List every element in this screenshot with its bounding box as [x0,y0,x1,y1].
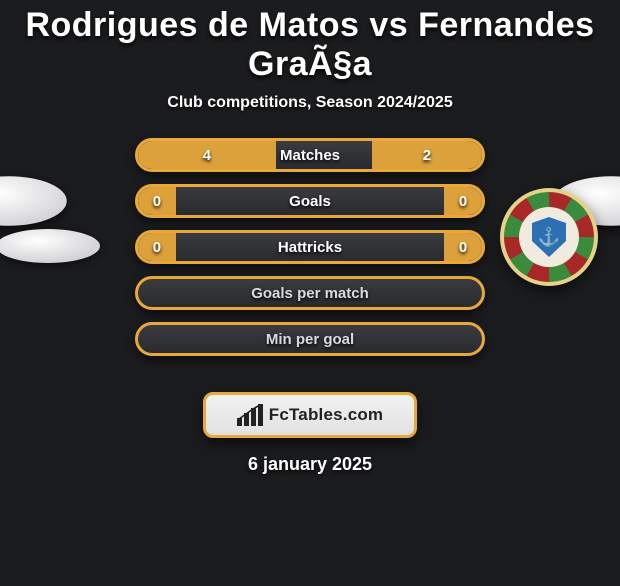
comparison-arena: ⚓ 42Matches00Goals00HattricksGoals per m… [0,138,620,378]
stat-row: 00Goals [135,184,485,218]
stat-row: 00Hattricks [135,230,485,264]
stat-row: 42Matches [135,138,485,172]
brand-text: FcTables.com [269,405,384,425]
stat-left-value: 0 [138,233,176,261]
stat-right-value: 0 [444,187,482,215]
date-label: 6 january 2025 [0,454,620,475]
page-subtitle: Club competitions, Season 2024/2025 [0,94,620,112]
stat-right-value: 2 [372,141,482,169]
club-left-avatar [0,229,100,263]
page-title: Rodrigues de Matos vs Fernandes GraÃ§a [0,6,620,84]
brand-badge: FcTables.com [203,392,417,438]
stat-rows: 42Matches00Goals00HattricksGoals per mat… [135,138,485,356]
bars-icon [237,404,263,426]
stat-row-full: Goals per match [135,276,485,310]
club-right-crest: ⚓ [500,188,598,286]
stat-right-value: 0 [444,233,482,261]
stat-left-value: 4 [138,141,276,169]
crest-anchor-icon: ⚓ [532,217,566,257]
stat-row-full: Min per goal [135,322,485,356]
player-left-avatar [0,176,67,226]
crest-ring-icon: ⚓ [504,192,594,282]
stat-left-value: 0 [138,187,176,215]
crest-shield-icon: ⚓ [532,217,566,257]
